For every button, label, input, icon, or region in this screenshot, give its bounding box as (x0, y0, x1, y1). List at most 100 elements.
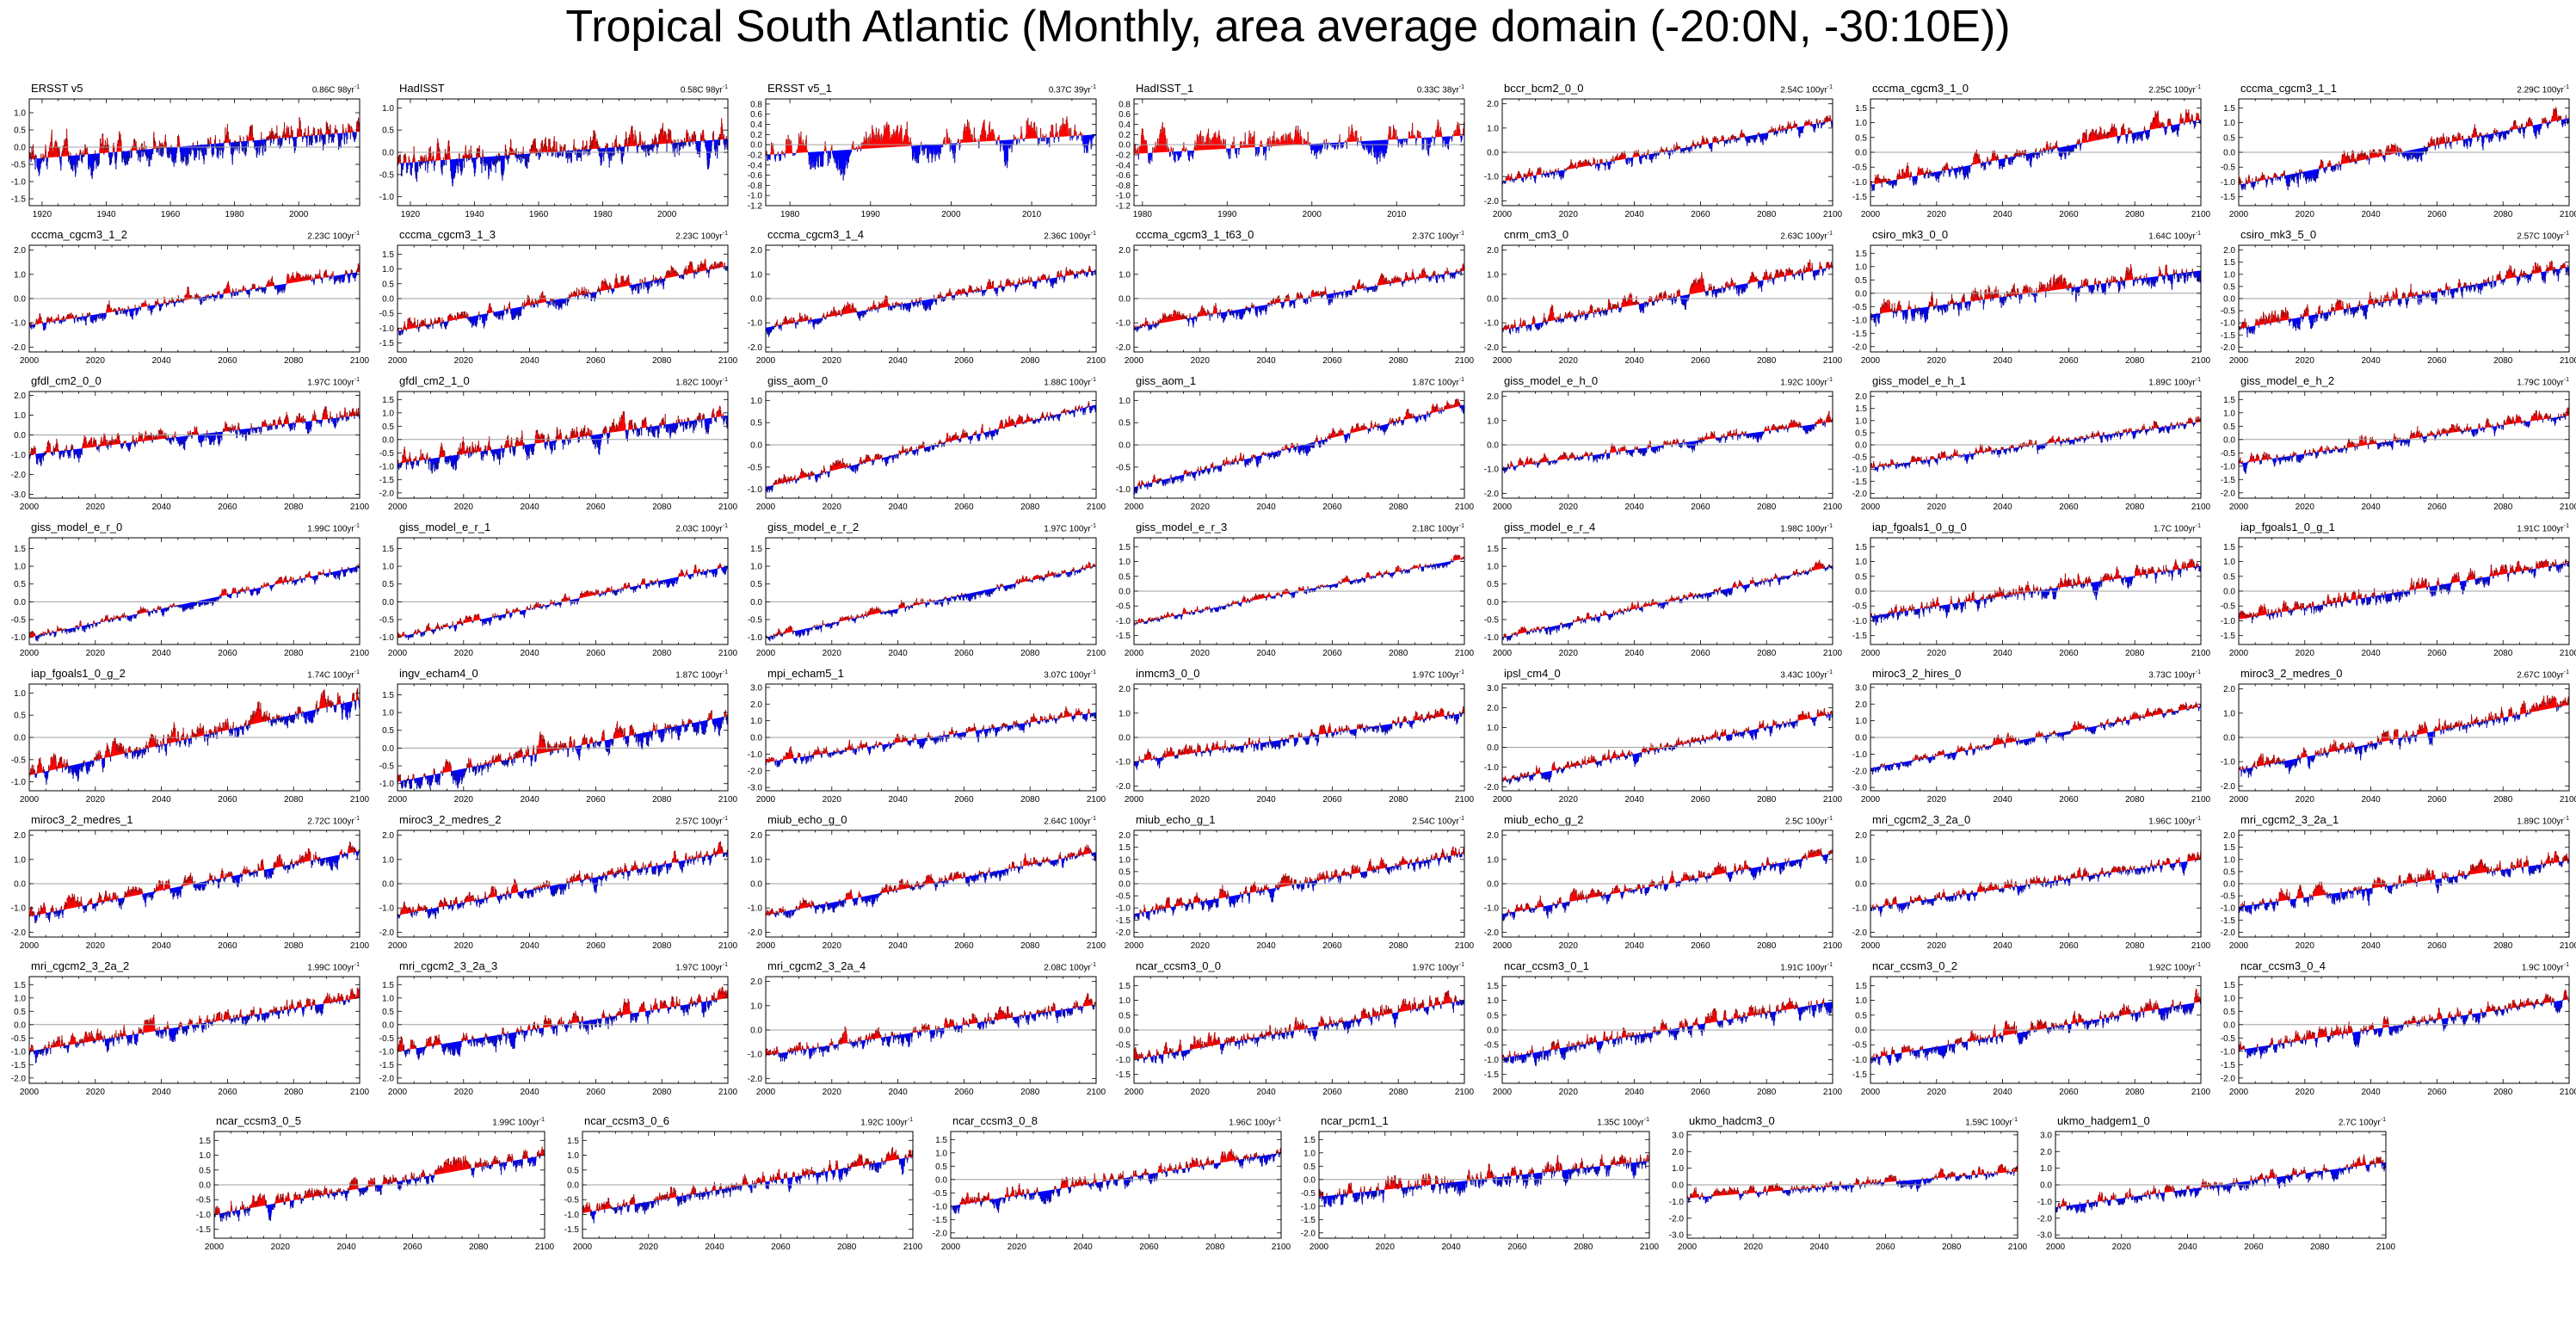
series-line (2238, 850, 2570, 915)
x-tick-label: 2100 (1087, 356, 1106, 366)
x-tick-label: 2000 (941, 210, 961, 219)
series-line (397, 405, 729, 474)
y-tick-label: 1.5 (750, 545, 762, 554)
chart-svg: 2000 2020 2040 2060 2080 2100 -2.0 -1.0 0.0 1.0 2.… (1116, 683, 1475, 805)
trend-exponent: -1 (2563, 523, 2569, 529)
chart-panel: miub_echo_g_1 2.54C 100yr-1 2000 2020 2040 20… (1105, 813, 1475, 958)
y-tick-label: -0.5 (379, 616, 395, 626)
x-tick-label: 2020 (2296, 1088, 2315, 1097)
y-tick-label: -2.0 (748, 343, 763, 353)
x-tick-label: 2040 (1624, 941, 1644, 951)
y-tick-label: 0.0 (750, 141, 762, 151)
y-tick-label: 1.0 (2040, 1164, 2052, 1174)
trend-exponent: -1 (2563, 816, 2569, 822)
trend-exponent: -1 (1090, 816, 1096, 822)
y-tick-label: 0.5 (935, 1162, 947, 1172)
x-tick-label: 2060 (954, 356, 974, 366)
trend-label: 2.7C 100yr-1 (2339, 1117, 2386, 1127)
series-line (397, 986, 729, 1060)
chart-svg: 2000 2020 2040 2060 2080 2100 -1.0 -0.5 0.0 0.5 1.… (748, 537, 1106, 658)
x-tick-label: 2040 (520, 795, 539, 805)
positive-anomaly-area (29, 262, 361, 325)
trend-label: 1.92C 100yr-1 (2148, 962, 2201, 972)
y-tick-label: -2.0 (1484, 928, 1500, 938)
chart-panel: giss_aom_0 1.88C 100yr-1 2000 2020 2040 2060 2… (736, 374, 1106, 519)
x-tick-label: 2100 (2191, 1088, 2211, 1097)
trend-value: 1.59C 100yr (1965, 1118, 2012, 1128)
y-tick-label: 1.5 (199, 1137, 211, 1146)
trend-exponent: -1 (722, 523, 728, 529)
x-tick-label: 2060 (1507, 1243, 1527, 1252)
trend-value: 2.64C 100yr (1044, 817, 1091, 827)
x-tick-label: 2000 (1125, 941, 1144, 951)
y-tick-label: -1.0 (379, 193, 395, 202)
y-tick-label: -1.0 (1669, 1198, 1685, 1207)
positive-anomaly-area (397, 405, 726, 464)
trend-label: 1.74C 100yr-1 (307, 669, 360, 680)
y-tick-label: 1.5 (2223, 396, 2235, 405)
trend-value: 1.97C 100yr (1412, 670, 1459, 681)
x-tick-label: 2000 (1861, 356, 1881, 366)
chart-panel: mpi_echam5_1 3.07C 100yr-1 2000 2020 2040 206… (736, 667, 1106, 811)
trend-exponent: -1 (2195, 523, 2201, 529)
chart-title: miub_echo_g_0 (767, 813, 847, 826)
chart-panel: giss_model_e_r_3 2.18C 100yr-1 2000 2020 204… (1105, 521, 1475, 665)
positive-anomaly-area (1870, 558, 2202, 617)
x-tick-label: 2000 (1125, 1088, 1144, 1097)
y-tick-label: 1.5 (2223, 981, 2235, 990)
y-tick-label: -3.0 (1669, 1231, 1685, 1241)
chart-svg: 2000 2020 2040 2060 2080 2100 -2.0 -1.5 -1.0 -0.5… (379, 976, 738, 1097)
chart-title: ncar_ccsm3_0_6 (584, 1114, 669, 1127)
x-tick-label: 2060 (1876, 1243, 1895, 1252)
trend-exponent: -1 (722, 962, 728, 968)
y-tick-label: 0.0 (1487, 743, 1499, 753)
y-tick-label: 1.0 (14, 411, 26, 421)
series-line (28, 987, 361, 1064)
x-tick-label: 2060 (2427, 649, 2447, 658)
y-tick-label: 0.0 (1855, 734, 1867, 743)
series-line (28, 842, 360, 923)
y-tick-label: -0.5 (1852, 602, 1868, 612)
page-title: Tropical South Atlantic (Monthly, area a… (565, 2, 2011, 52)
chart-title: mri_cgcm2_3_2a_3 (399, 959, 498, 972)
x-tick-label: 1980 (1133, 210, 1153, 219)
x-tick-label: 2000 (20, 795, 40, 805)
x-tick-label: 2100 (1823, 795, 1843, 805)
y-tick-label: 1.5 (2223, 258, 2235, 268)
trend-exponent: -1 (722, 84, 728, 90)
chart-svg: 2000 2020 2040 2060 2080 2100 -3.0 -2.0 -1.0 0.0 1… (11, 391, 370, 512)
y-tick-label: -0.5 (379, 449, 395, 459)
y-tick-label: 0.8 (750, 100, 762, 109)
y-tick-label: 1.0 (382, 709, 394, 718)
chart-panel: cccma_cgcm3_1_1 2.29C 100yr-1 2000 2020 2040… (2209, 82, 2576, 226)
trend-exponent: -1 (354, 84, 360, 90)
x-tick-label: 2040 (151, 503, 171, 512)
series-line (1870, 108, 2202, 192)
y-tick-label: 0.5 (1119, 419, 1131, 429)
negative-anomaly-area (28, 272, 358, 331)
y-tick-label: 0.5 (14, 1008, 26, 1017)
chart-panel: HadISST 0.58C 98yr-1 1920 1940 1960 1980 2000 -… (368, 82, 736, 226)
x-tick-label: 2060 (218, 649, 237, 658)
negative-anomaly-area (28, 850, 361, 923)
y-tick-label: 1.0 (1119, 855, 1131, 865)
y-tick-label: 0.0 (2223, 1021, 2235, 1030)
trend-exponent: -1 (1458, 523, 1464, 529)
series-line (213, 1146, 545, 1222)
trend-label: 2.72C 100yr-1 (307, 816, 360, 826)
positive-anomaly-bars (1135, 846, 1465, 914)
chart-title: ukmo_hadcm3_0 (1689, 1114, 1775, 1127)
negative-anomaly-bars (397, 716, 729, 789)
y-tick-label: 2.0 (1672, 1148, 1684, 1157)
chart-svg: 2000 2020 2040 2060 2080 2100 -1.0 -0.5 0.0 0.5 1.… (748, 391, 1106, 512)
y-tick-label: 1.0 (382, 265, 394, 274)
y-tick-label: 0.0 (750, 295, 762, 305)
series-line (2238, 107, 2570, 191)
chart-title: inmcm3_0_0 (1136, 667, 1200, 680)
x-tick-label: 2020 (454, 356, 474, 366)
y-tick-label: 1.5 (1855, 404, 1867, 414)
x-tick-label: 2020 (454, 795, 474, 805)
x-tick-label: 2080 (1757, 941, 1777, 951)
trend-exponent: -1 (2563, 669, 2569, 675)
x-tick-label: 2080 (1205, 1243, 1225, 1252)
